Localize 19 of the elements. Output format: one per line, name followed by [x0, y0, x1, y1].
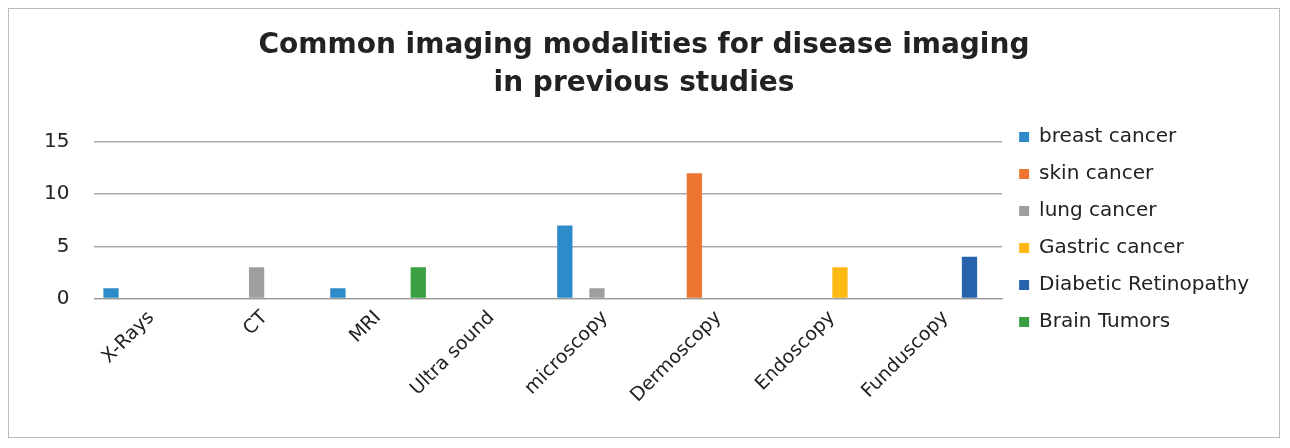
- chart-title: Common imaging modalities for disease imaging in previous studies: [257, 26, 1031, 100]
- legend-label: skin cancer: [1039, 160, 1154, 185]
- legend-label: lung cancer: [1039, 197, 1158, 222]
- legend-label: Diabetic Retinopathy: [1039, 271, 1250, 296]
- bar: [832, 267, 848, 298]
- y-tick-label: 0: [56, 284, 70, 309]
- bar: [330, 288, 346, 298]
- legend-label: Gastric cancer: [1039, 234, 1185, 259]
- legend-label: breast cancer: [1039, 123, 1177, 148]
- legend-label: Brain Tumors: [1039, 308, 1171, 333]
- y-tick-label: 15: [44, 128, 70, 153]
- y-tick-label: 5: [56, 232, 70, 257]
- y-tick-label: 10: [44, 180, 70, 205]
- x-tick-label: CT: [237, 305, 272, 339]
- bar: [686, 173, 702, 298]
- bar: [557, 225, 573, 298]
- bar: [410, 267, 426, 298]
- bar: [961, 256, 978, 298]
- bar: [103, 288, 119, 298]
